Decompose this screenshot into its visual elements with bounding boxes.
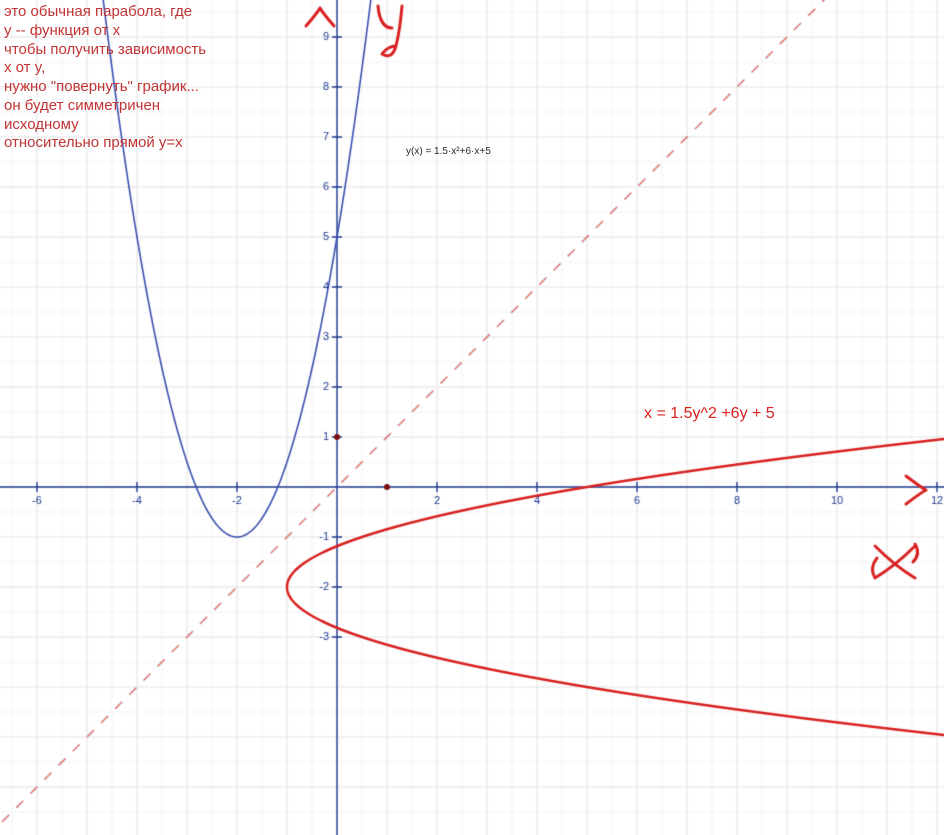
annotation-inverse-label: x = 1.5y^2 +6y + 5 bbox=[644, 404, 775, 424]
annotation-function-label: y(x) = 1.5·x²+6·x+5 bbox=[406, 146, 491, 159]
annotation-explain: это обычная парабола, где y -- функция о… bbox=[4, 3, 206, 153]
